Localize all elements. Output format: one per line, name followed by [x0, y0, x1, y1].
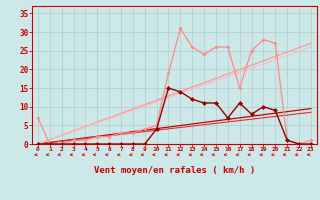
- X-axis label: Vent moyen/en rafales ( km/h ): Vent moyen/en rafales ( km/h ): [94, 166, 255, 175]
